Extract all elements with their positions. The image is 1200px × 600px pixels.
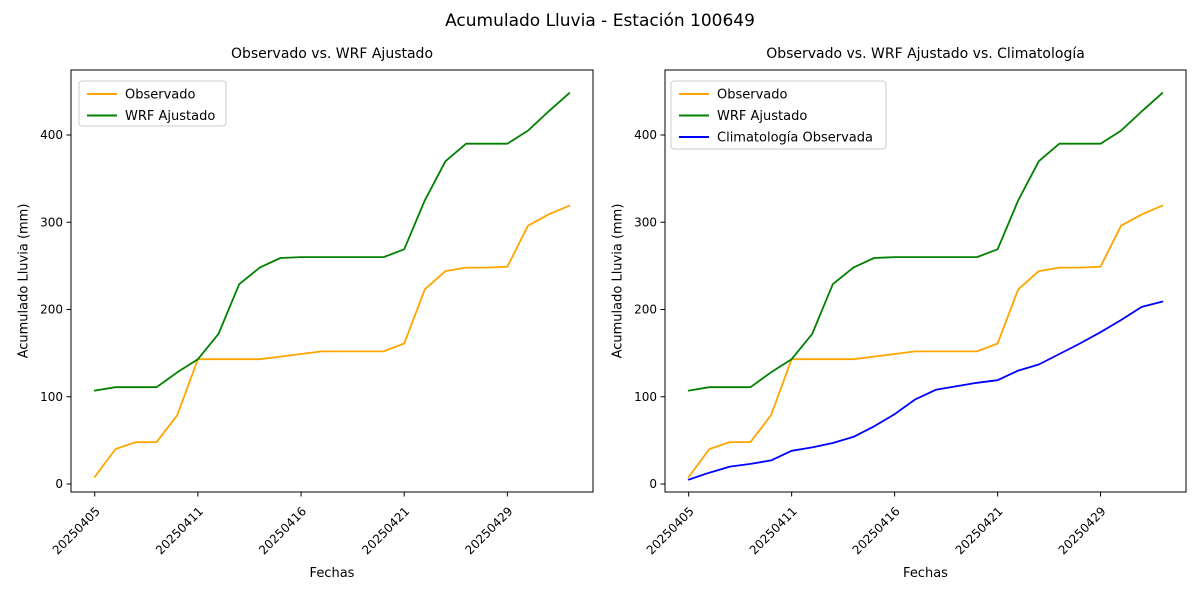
- y-tick-label: 100: [40, 390, 63, 404]
- right-chart-title: Observado vs. WRF Ajustado vs. Climatolo…: [766, 46, 1085, 62]
- legend-label: Observado: [125, 88, 196, 103]
- legend-label: WRF Ajustado: [125, 109, 215, 124]
- right-chart-xlabel: Fechas: [903, 566, 948, 581]
- y-tick-label: 300: [40, 215, 63, 229]
- x-tick-label: 20250429: [462, 504, 515, 557]
- y-tick-label: 400: [634, 128, 657, 142]
- y-tick-label: 300: [634, 215, 657, 229]
- x-tick-label: 20250411: [747, 504, 800, 557]
- x-tick-label: 20250405: [50, 504, 103, 557]
- y-tick-label: 200: [634, 303, 657, 317]
- y-tick-label: 0: [649, 477, 657, 491]
- x-tick-label: 20250411: [153, 504, 206, 557]
- plot-border: [70, 69, 594, 493]
- series-line-climatolog-a-observada: [687, 300, 1164, 481]
- x-tick-label: 20250429: [1056, 504, 1109, 557]
- x-tick-label: 20250416: [256, 504, 309, 557]
- x-tick-label: 20250416: [850, 504, 903, 557]
- legend-label: Observado: [717, 88, 788, 103]
- legend-box: [670, 80, 887, 150]
- left-chart-xlabel: Fechas: [309, 566, 355, 581]
- legend-label: WRF Ajustado: [717, 109, 807, 124]
- series-line-observado: [93, 204, 571, 478]
- x-tick-label: 20250405: [644, 504, 697, 557]
- plot-border: [664, 69, 1187, 493]
- series-line-wrf-ajustado: [687, 92, 1164, 392]
- y-tick-label: 0: [55, 477, 63, 491]
- y-tick-label: 400: [40, 128, 63, 142]
- left-chart-title: Observado vs. WRF Ajustado: [230, 46, 434, 62]
- x-tick-label: 20250421: [953, 504, 1006, 557]
- x-tick-label: 20250421: [359, 504, 412, 557]
- y-tick-label: 200: [40, 303, 63, 317]
- figure-title: Acumulado Lluvia - Estación 100649: [445, 11, 755, 31]
- series-line-wrf-ajustado: [93, 92, 571, 392]
- series-line-observado: [687, 204, 1164, 478]
- legend-label: Climatología Observada: [717, 131, 873, 146]
- y-tick-label: 100: [634, 390, 657, 404]
